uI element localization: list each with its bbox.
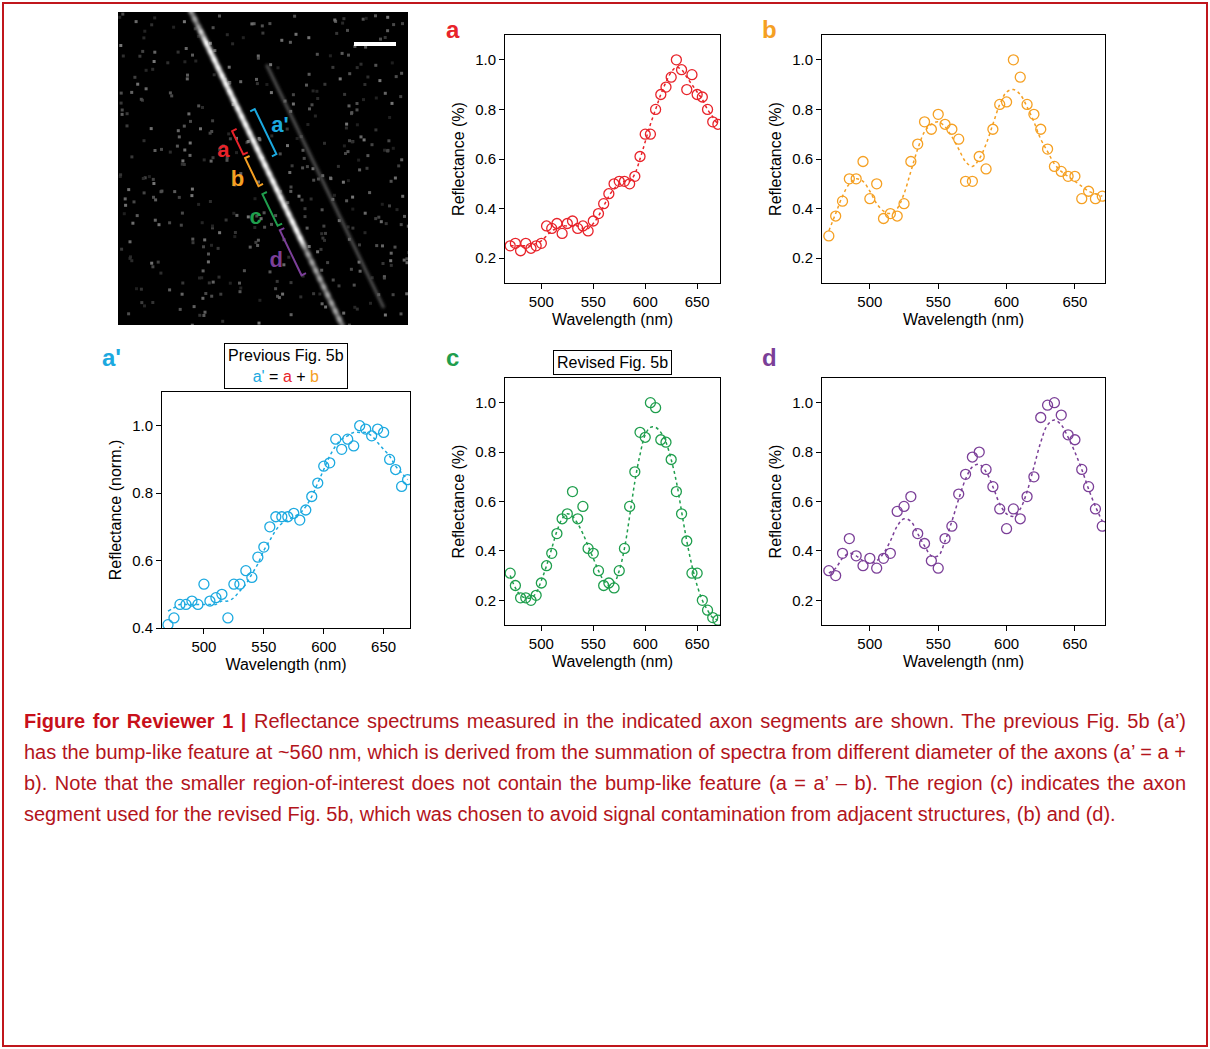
svg-text:Wavelength (nm): Wavelength (nm) xyxy=(903,653,1024,670)
svg-text:d: d xyxy=(762,344,777,371)
svg-text:550: 550 xyxy=(581,293,606,310)
svg-text:Reflectance (%): Reflectance (%) xyxy=(450,445,467,559)
svg-text:b: b xyxy=(762,16,777,43)
svg-text:a': a' xyxy=(102,344,121,371)
svg-text:a: a xyxy=(217,137,230,162)
svg-text:0.4: 0.4 xyxy=(792,542,813,559)
svg-text:Wavelength (nm): Wavelength (nm) xyxy=(903,311,1024,328)
svg-text:600: 600 xyxy=(311,638,336,655)
svg-text:Reflectance (norm.): Reflectance (norm.) xyxy=(107,440,124,581)
svg-text:550: 550 xyxy=(581,635,606,652)
svg-text:0.6: 0.6 xyxy=(475,493,496,510)
svg-text:Wavelength (nm): Wavelength (nm) xyxy=(552,311,673,328)
svg-text:0.2: 0.2 xyxy=(475,249,496,266)
svg-text:Previous Fig. 5ba' = a + b: Previous Fig. 5ba' = a + b xyxy=(228,347,344,385)
svg-text:600: 600 xyxy=(633,293,658,310)
svg-text:d: d xyxy=(269,247,282,272)
svg-text:550: 550 xyxy=(926,635,951,652)
svg-text:Reflectance (%): Reflectance (%) xyxy=(450,102,467,216)
svg-text:600: 600 xyxy=(994,635,1019,652)
svg-text:0.4: 0.4 xyxy=(475,200,496,217)
svg-text:0.6: 0.6 xyxy=(132,552,153,569)
svg-text:650: 650 xyxy=(685,293,710,310)
svg-text:500: 500 xyxy=(857,293,882,310)
svg-text:b: b xyxy=(231,166,244,191)
svg-text:0.8: 0.8 xyxy=(132,484,153,501)
svg-text:500: 500 xyxy=(529,293,554,310)
svg-text:c: c xyxy=(249,204,261,229)
svg-text:0.8: 0.8 xyxy=(792,443,813,460)
svg-text:Wavelength (nm): Wavelength (nm) xyxy=(225,656,346,673)
svg-text:Reflectance (%): Reflectance (%) xyxy=(767,445,784,559)
svg-text:1.0: 1.0 xyxy=(132,417,153,434)
svg-text:650: 650 xyxy=(371,638,396,655)
svg-text:c: c xyxy=(446,344,459,371)
svg-text:Reflectance (%): Reflectance (%) xyxy=(767,102,784,216)
svg-text:Revised Fig. 5b: Revised Fig. 5b xyxy=(557,354,668,371)
svg-text:0.4: 0.4 xyxy=(132,619,153,636)
svg-text:500: 500 xyxy=(529,635,554,652)
svg-text:0.6: 0.6 xyxy=(792,150,813,167)
html-text:Figure for Reviewer 1 | Reflec: Figure for Reviewer 1 | Reflectance spec… xyxy=(24,710,1186,825)
svg-text:650: 650 xyxy=(1062,635,1087,652)
svg-text:650: 650 xyxy=(685,635,710,652)
svg-text:a': a' xyxy=(271,112,288,137)
svg-text:0.2: 0.2 xyxy=(792,592,813,609)
svg-text:Wavelength (nm): Wavelength (nm) xyxy=(552,653,673,670)
svg-text:500: 500 xyxy=(191,638,216,655)
svg-text:0.2: 0.2 xyxy=(475,592,496,609)
svg-text:0.8: 0.8 xyxy=(475,443,496,460)
svg-text:0.6: 0.6 xyxy=(792,493,813,510)
svg-text:1.0: 1.0 xyxy=(792,51,813,68)
svg-text:0.6: 0.6 xyxy=(475,150,496,167)
svg-text:0.8: 0.8 xyxy=(475,101,496,118)
svg-text:550: 550 xyxy=(926,293,951,310)
svg-text:0.4: 0.4 xyxy=(475,542,496,559)
svg-text:600: 600 xyxy=(994,293,1019,310)
svg-text:0.4: 0.4 xyxy=(792,200,813,217)
svg-text:a: a xyxy=(446,16,460,43)
svg-text:550: 550 xyxy=(251,638,276,655)
svg-text:0.8: 0.8 xyxy=(792,101,813,118)
svg-text:600: 600 xyxy=(633,635,658,652)
svg-text:1.0: 1.0 xyxy=(475,51,496,68)
svg-text:500: 500 xyxy=(857,635,882,652)
svg-text:0.2: 0.2 xyxy=(792,249,813,266)
svg-text:1.0: 1.0 xyxy=(792,394,813,411)
svg-text:1.0: 1.0 xyxy=(475,394,496,411)
svg-text:650: 650 xyxy=(1062,293,1087,310)
